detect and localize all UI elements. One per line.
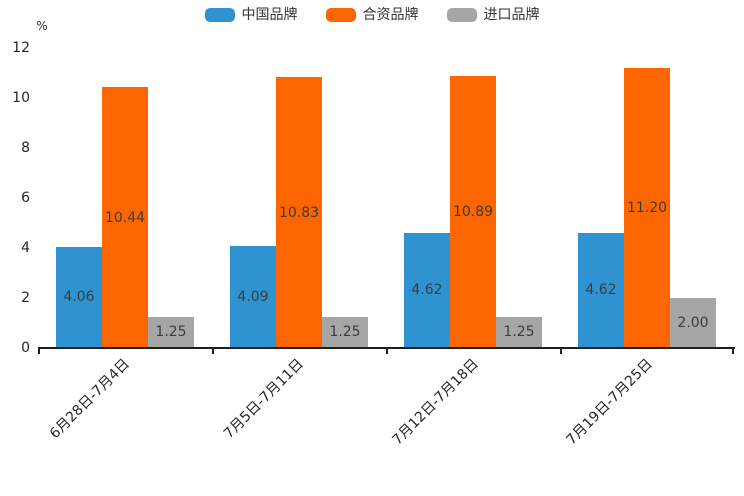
x-tick-mark <box>386 349 388 354</box>
legend-swatch-icon <box>204 8 235 22</box>
x-tick-mark <box>732 349 734 354</box>
bar-value-label: 4.62 <box>411 282 443 299</box>
bar <box>578 232 624 348</box>
bar <box>148 316 194 348</box>
bar <box>56 246 102 348</box>
y-tick-label: 12 <box>12 40 30 56</box>
x-tick-mark <box>212 349 214 354</box>
legend-item: 合资品牌 <box>325 7 419 23</box>
y-tick-label: 6 <box>21 190 30 206</box>
bar-value-label: 1.25 <box>503 324 535 341</box>
y-tick-label: 8 <box>21 140 30 156</box>
bar-value-label: 10.44 <box>104 209 146 226</box>
bar <box>670 298 716 348</box>
y-tick-label: 2 <box>21 290 30 306</box>
x-tick-label: 7月19日-7月25日 <box>563 356 656 449</box>
bar <box>230 245 276 348</box>
bar-value-label: 4.09 <box>237 288 269 305</box>
legend-item: 中国品牌 <box>204 7 298 23</box>
bar <box>450 75 496 348</box>
bar <box>102 87 148 348</box>
bar <box>276 77 322 348</box>
y-tick-label: 4 <box>21 240 30 256</box>
y-tick-label: 0 <box>21 340 30 356</box>
bar-value-label: 1.25 <box>329 324 361 341</box>
legend-swatch-icon <box>446 8 477 22</box>
bar <box>322 316 368 348</box>
x-tick-mark <box>560 349 562 354</box>
x-axis-line <box>38 347 735 349</box>
bar-value-label: 2.00 <box>677 315 709 331</box>
x-tick-label: 7月12日-7月18日 <box>389 356 482 449</box>
legend-label: 进口品牌 <box>483 7 540 23</box>
bar-value-label: 1.25 <box>155 324 187 341</box>
x-tick-label: 7月5日-7月11日 <box>221 356 308 442</box>
bar-value-label: 10.89 <box>452 203 494 220</box>
bar <box>496 316 542 348</box>
bar <box>404 232 450 348</box>
x-tick-mark <box>38 349 40 354</box>
legend-swatch-icon <box>325 8 356 22</box>
legend-item: 进口品牌 <box>446 7 540 23</box>
bar-value-label: 10.83 <box>278 204 320 221</box>
bar-value-label: 4.62 <box>585 282 617 299</box>
y-tick-label: 10 <box>12 90 30 106</box>
bar-value-label: 11.20 <box>626 200 668 216</box>
bar <box>624 68 670 348</box>
x-tick-label: 6月28日-7月4日 <box>47 356 134 442</box>
legend-label: 中国品牌 <box>241 7 298 23</box>
legend-label: 合资品牌 <box>362 7 419 23</box>
y-axis-unit-label: % <box>36 19 48 33</box>
bar-value-label: 4.06 <box>63 289 95 306</box>
legend: 中国品牌 合资品牌 进口品牌 <box>0 8 744 22</box>
